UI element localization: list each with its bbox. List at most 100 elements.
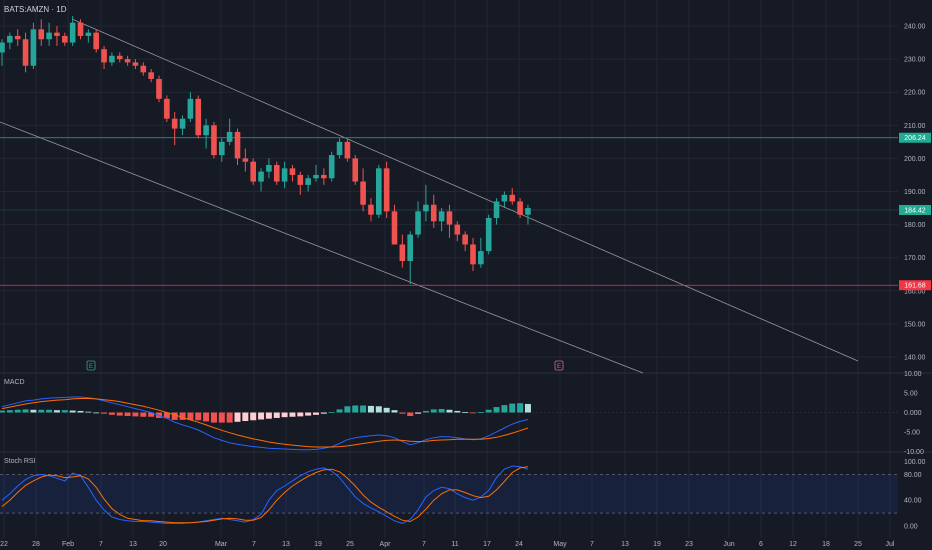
x-tick-label: 20 xyxy=(159,541,167,548)
macd-tick-label: 5.00 xyxy=(904,391,918,398)
macd-histogram-bar xyxy=(470,412,476,414)
y-tick-label: 230.00 xyxy=(904,57,926,64)
macd-histogram-bar xyxy=(360,405,367,413)
y-tick-label: 140.00 xyxy=(904,355,926,362)
macd-histogram-bar xyxy=(14,409,21,413)
macd-histogram-bar xyxy=(187,412,194,420)
y-tick-label: 150.00 xyxy=(904,321,926,328)
macd-histogram-bar xyxy=(446,409,453,413)
candle-body xyxy=(93,32,99,50)
candle-body xyxy=(360,181,366,205)
x-tick-label: 25 xyxy=(854,541,862,548)
candle-body xyxy=(62,35,68,43)
candle-body xyxy=(485,217,492,252)
candle-body xyxy=(54,32,60,36)
candle-body xyxy=(376,168,382,215)
macd-histogram-bar xyxy=(0,410,5,413)
stoch-d-line xyxy=(1,466,528,524)
macd-histogram-bar xyxy=(171,412,178,420)
macd-histogram-bar xyxy=(46,409,53,413)
x-tick-label: Apr xyxy=(380,541,392,548)
macd-histogram-bar xyxy=(234,412,241,422)
macd-line xyxy=(1,396,529,451)
macd-histogram-bar xyxy=(226,412,233,423)
upper-trendline xyxy=(71,18,859,362)
candle-body xyxy=(187,98,194,119)
x-tick-label: 19 xyxy=(314,541,322,548)
x-tick-label: 13 xyxy=(282,541,290,548)
macd-histogram-bar xyxy=(454,410,461,413)
candle-body xyxy=(462,234,468,245)
macd-histogram-bar xyxy=(148,412,155,417)
candle-body xyxy=(493,201,500,218)
candle-body xyxy=(352,158,359,182)
macd-tick-label: -10.00 xyxy=(904,449,924,456)
stoch-tick-label: 0.00 xyxy=(904,524,918,531)
candle-body xyxy=(148,72,154,79)
candle-body xyxy=(321,174,327,179)
price-label-text: 161.68 xyxy=(904,283,926,290)
macd-histogram-bar xyxy=(524,403,531,413)
macd-histogram-bar xyxy=(116,412,123,416)
candle-body xyxy=(179,118,186,129)
stoch-k-line xyxy=(1,465,529,524)
candle-body xyxy=(525,208,531,215)
candle-body xyxy=(470,244,476,265)
candle-body xyxy=(211,125,217,156)
macd-histogram-bar xyxy=(415,412,422,414)
macd-histogram-bar xyxy=(501,405,508,413)
macd-histogram-bar xyxy=(218,412,225,423)
candle-body xyxy=(195,98,202,136)
candle-body xyxy=(368,204,374,215)
candle-body xyxy=(203,125,209,136)
macd-histogram-bar xyxy=(163,412,170,419)
candle-body xyxy=(101,49,107,63)
candle-body xyxy=(258,171,264,182)
candle-body xyxy=(38,29,45,40)
macd-panel xyxy=(0,396,898,451)
macd-histogram-bar xyxy=(422,410,429,413)
x-tick-label: 19 xyxy=(653,541,661,548)
candle-body xyxy=(391,211,398,245)
stoch-rsi-label: Stoch RSI xyxy=(4,458,36,465)
macd-histogram-bar xyxy=(93,412,100,414)
candle-body xyxy=(297,174,304,185)
y-tick-label: 180.00 xyxy=(904,222,926,229)
candle-body xyxy=(423,204,429,212)
stoch-tick-label: 40.00 xyxy=(904,498,922,505)
macd-histogram-bar xyxy=(438,409,445,413)
macd-histogram-bar xyxy=(179,412,186,420)
x-tick-label: 13 xyxy=(129,541,137,548)
candle-body xyxy=(77,22,84,36)
time-axis: 22 28 Feb 7 13 20 Mar 7 13 19 25 Apr 7 11 17 24 May 7 13 19… xyxy=(0,541,895,548)
candle-body xyxy=(478,251,484,265)
candle-body xyxy=(164,98,170,119)
x-tick-label: Jul xyxy=(886,541,895,548)
x-tick-label: Mar xyxy=(215,541,228,548)
macd-histogram-bar xyxy=(399,412,406,414)
candle-body xyxy=(344,141,351,159)
y-tick-label: 200.00 xyxy=(904,156,926,163)
macd-histogram-bar xyxy=(509,403,516,413)
macd-histogram-bar xyxy=(517,403,524,413)
macd-histogram-bar xyxy=(132,412,139,417)
signal-line xyxy=(1,398,529,448)
candle-body xyxy=(266,165,272,172)
x-tick-label: Feb xyxy=(62,541,74,548)
macd-histogram-bar xyxy=(53,410,60,413)
x-tick-label: 25 xyxy=(346,541,354,548)
macd-histogram-bar xyxy=(77,410,84,413)
x-tick-label: 18 xyxy=(822,541,830,548)
price-label-text: 206.24 xyxy=(904,135,926,142)
candle-body xyxy=(46,32,52,40)
x-tick-label: Jun xyxy=(723,541,734,548)
macd-histogram-bar xyxy=(124,412,131,416)
stoch-panel xyxy=(0,465,898,524)
macd-histogram-bar xyxy=(289,412,296,417)
x-tick-label: 28 xyxy=(32,541,40,548)
candle-body xyxy=(407,234,413,262)
macd-histogram-bar xyxy=(210,412,217,423)
macd-histogram-bar xyxy=(30,409,37,413)
candle-body xyxy=(250,161,256,182)
